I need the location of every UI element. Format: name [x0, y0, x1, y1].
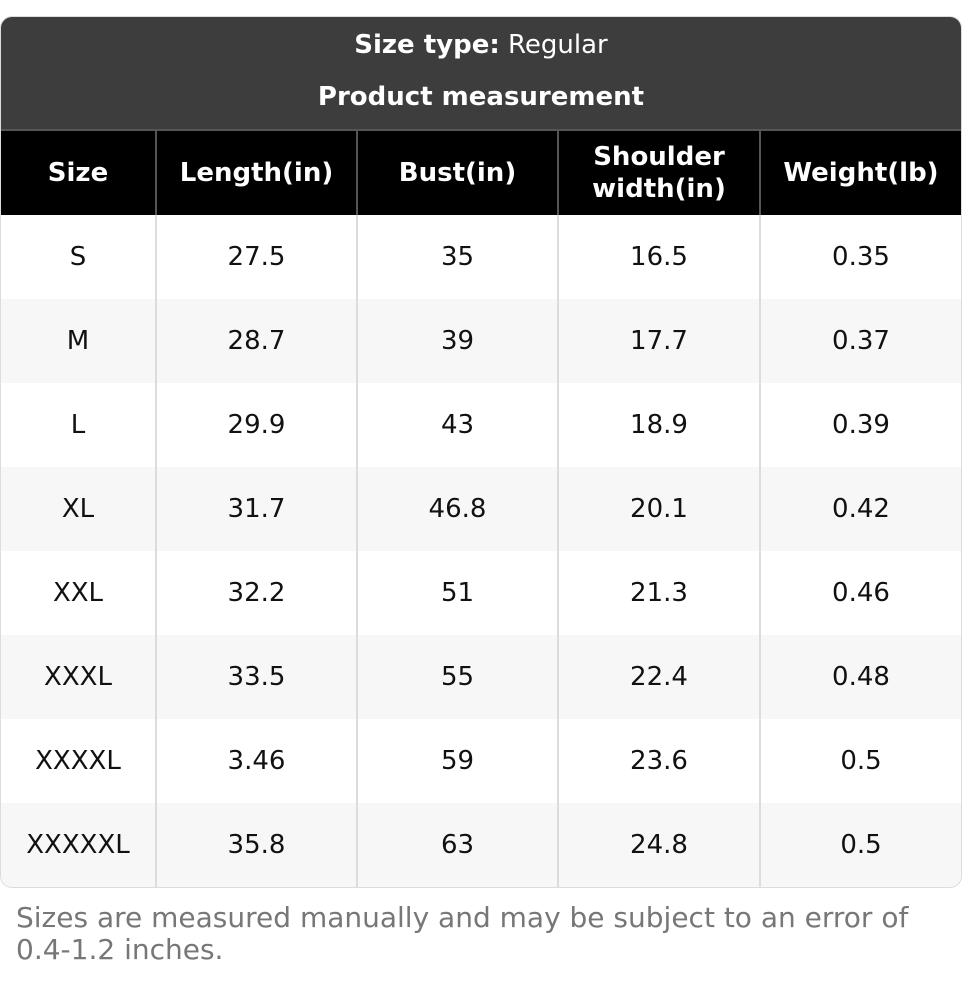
table-row: XXXL 33.5 55 22.4 0.48	[1, 635, 961, 719]
column-header: Size	[1, 129, 156, 215]
table-cell: 0.5	[759, 719, 961, 803]
column-header: Bust(in)	[356, 129, 558, 215]
table-cell: S	[69, 242, 87, 272]
table-cell: XXXXXL	[1, 803, 156, 887]
table-cell: 0.42	[759, 467, 961, 551]
table-cell: 0.37	[759, 299, 961, 383]
column-header: Length(in)	[155, 129, 357, 215]
column-header: Shoulder width(in)	[557, 129, 760, 215]
table-cell: 0.39	[759, 383, 961, 467]
table-row: M 28.7 39 17.7 0.37	[1, 299, 961, 383]
table-cell: 22.4	[557, 635, 760, 719]
table-cell: 21.3	[557, 551, 760, 635]
table-cell: 51	[356, 551, 558, 635]
table-row: L 29.9 43 18.9 0.39	[1, 383, 961, 467]
table-cell: 0.46	[759, 551, 961, 635]
table-body: S 27.5 35 16.5 0.35 M 28.7 39 17.7 0.37 L 29.9 43 18.…	[1, 215, 961, 887]
table-cell: 55	[356, 635, 558, 719]
table-cell: L	[70, 410, 86, 440]
table-cell: 31.7	[155, 467, 357, 551]
table-cell: 35	[356, 215, 558, 299]
size-chart: Size type: Regular Product measurement S…	[0, 16, 962, 888]
table-cell: M	[1, 299, 156, 383]
table-cell: 39	[356, 299, 558, 383]
table-cell: 28.7	[155, 299, 357, 383]
table-cell: 63	[356, 803, 558, 887]
header-title: Product measurement	[317, 82, 645, 112]
footnote: Sizes are measured manually and may be s…	[16, 901, 909, 966]
table-cell: XL	[1, 467, 156, 551]
table-cell: 18.9	[557, 383, 760, 467]
table-cell: 35.8	[155, 803, 357, 887]
table-cell: 0.5	[759, 803, 961, 887]
table-cell: 17.7	[557, 299, 760, 383]
table-cell: 20.1	[557, 467, 760, 551]
table-cell: 0.35	[759, 215, 961, 299]
table-row: XXL 32.2 51 21.3 0.46	[1, 551, 961, 635]
table-row: XXXXL 3.46 59 23.6 0.5	[1, 719, 961, 803]
table-row: XXXXXL 35.8 63 24.8 0.5	[1, 803, 961, 887]
column-header: Weight(lb)	[759, 129, 961, 215]
table-cell: XXL	[52, 578, 104, 608]
table-cell: 32.2	[155, 551, 357, 635]
size-type-label: Size type:	[354, 30, 500, 60]
table-cell: XXXL	[1, 635, 156, 719]
header: Size type: Regular Product measurement	[1, 17, 961, 129]
table-cell: 23.6	[557, 719, 760, 803]
table-cell: 33.5	[155, 635, 357, 719]
size-type-value: Regular	[508, 30, 608, 60]
header-row: Size Length(in) Bust(in) Shoulder width(in)…	[1, 129, 961, 215]
size-type: Size type: Regular	[1, 17, 961, 73]
table-cell: 27.5	[155, 215, 357, 299]
table-cell: 3.46	[155, 719, 357, 803]
table-cell: 46.8	[356, 467, 558, 551]
table-cell: 24.8	[557, 803, 760, 887]
table-cell: 0.48	[759, 635, 961, 719]
table-cell: 29.9	[155, 383, 357, 467]
table-cell: 16.5	[557, 215, 760, 299]
table-cell: XXXXL	[35, 746, 121, 776]
table-cell: 59	[356, 719, 558, 803]
table-row: S 27.5 35 16.5 0.35	[1, 215, 961, 299]
table-cell: 43	[356, 383, 558, 467]
table-row: XL 31.7 46.8 20.1 0.42	[1, 467, 961, 551]
table: Size Length(in) Bust(in) Shoulder width(in)…	[1, 129, 961, 887]
